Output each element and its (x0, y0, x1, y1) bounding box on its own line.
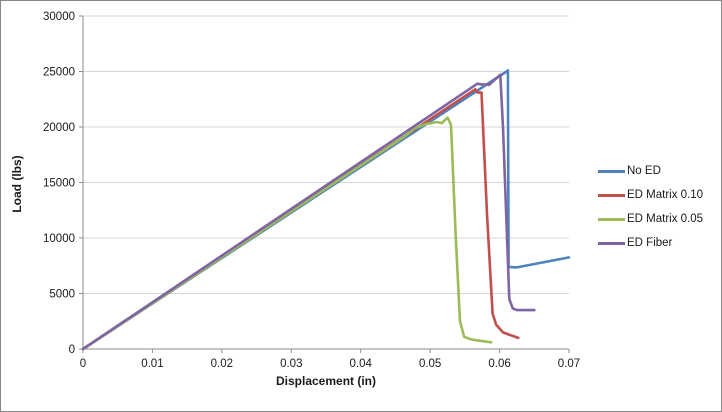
x-tick-label: 0 (80, 358, 86, 370)
y-axis-title: Load (lbs) (10, 155, 24, 213)
legend-line-swatch (598, 241, 625, 245)
legend-line-swatch (598, 169, 625, 173)
legend: No ED ED Matrix 0.10 ED Matrix 0.05 ED Fibe… (598, 159, 703, 255)
legend-line-swatch (598, 217, 625, 221)
y-tick-label: 0 (69, 344, 75, 356)
y-tick-label: 5000 (49, 289, 75, 301)
x-axis-title: Displacement (in) (275, 374, 377, 388)
y-tick-label: 25000 (43, 67, 75, 79)
x-tick-label: 0.02 (211, 358, 233, 370)
series-line-ed-matrix-0-05 (81, 116, 493, 351)
y-tick-label: 15000 (43, 178, 75, 190)
y-tick-label: 30000 (43, 11, 75, 23)
legend-item-no-ed: No ED (598, 159, 703, 183)
legend-label: No ED (627, 165, 661, 177)
legend-label: ED Fiber (627, 237, 673, 249)
x-tick-label: 0.01 (141, 358, 163, 370)
x-tick-label: 0.03 (280, 358, 302, 370)
y-tick-label: 10000 (43, 233, 75, 245)
legend-item-ed-matrix-0-05: ED Matrix 0.05 (598, 207, 703, 231)
legend-label: ED Matrix 0.05 (627, 213, 704, 225)
legend-label: ED Matrix 0.10 (627, 189, 704, 201)
legend-item-ed-fiber: ED Fiber (598, 231, 703, 255)
y-tick-label: 20000 (43, 122, 75, 134)
x-tick-label: 0.06 (488, 358, 510, 370)
series-line-ed-matrix-0-10 (81, 88, 520, 351)
legend-line-swatch (598, 193, 625, 197)
series-line-no-ed (81, 69, 571, 351)
x-tick-label: 0.05 (419, 358, 441, 370)
series-line-ed-fiber (81, 73, 536, 351)
x-tick-label: 0.04 (350, 358, 373, 370)
legend-item-ed-matrix-0-10: ED Matrix 0.10 (598, 183, 703, 207)
x-tick-label: 0.07 (558, 358, 580, 370)
